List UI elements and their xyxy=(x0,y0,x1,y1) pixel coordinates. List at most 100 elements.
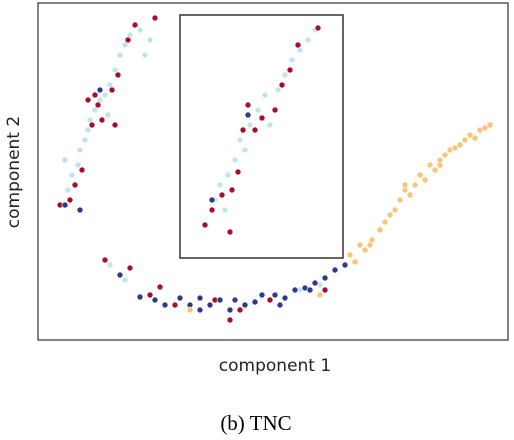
point xyxy=(274,86,282,94)
point xyxy=(376,226,384,234)
point xyxy=(81,136,89,144)
point xyxy=(71,181,79,189)
point xyxy=(108,86,116,94)
point xyxy=(116,271,124,279)
point xyxy=(321,286,329,294)
point xyxy=(66,196,74,204)
point xyxy=(84,126,92,134)
point xyxy=(206,301,214,309)
point xyxy=(201,221,209,229)
point xyxy=(456,141,464,149)
point xyxy=(141,51,149,59)
point xyxy=(218,191,226,199)
point xyxy=(351,258,359,266)
point xyxy=(291,286,299,294)
point xyxy=(216,296,224,304)
point xyxy=(88,121,96,129)
point xyxy=(131,21,139,29)
point xyxy=(276,301,284,309)
point xyxy=(286,66,294,74)
point xyxy=(436,161,444,169)
point xyxy=(171,301,179,309)
point xyxy=(241,301,249,309)
point xyxy=(91,91,99,99)
point xyxy=(239,126,247,134)
point xyxy=(294,41,302,49)
point xyxy=(98,116,106,124)
point xyxy=(146,291,154,299)
point xyxy=(61,156,69,164)
point xyxy=(226,228,234,236)
point xyxy=(258,114,266,122)
point xyxy=(94,101,102,109)
point xyxy=(281,294,289,302)
point xyxy=(116,51,124,59)
point xyxy=(76,206,84,214)
point xyxy=(356,241,364,249)
point xyxy=(101,256,109,264)
point xyxy=(74,161,82,169)
point xyxy=(266,296,274,304)
point xyxy=(304,36,312,44)
point xyxy=(288,56,296,64)
point xyxy=(316,291,324,299)
point xyxy=(481,124,489,132)
point xyxy=(306,286,314,294)
point xyxy=(126,264,134,272)
point xyxy=(234,168,242,176)
point xyxy=(251,298,259,306)
point xyxy=(401,181,409,189)
point xyxy=(224,171,232,179)
point xyxy=(281,71,289,79)
point xyxy=(471,134,479,142)
caption: (b) TNC xyxy=(220,411,291,435)
point xyxy=(366,241,374,249)
point xyxy=(226,306,234,314)
point xyxy=(361,246,369,254)
point xyxy=(466,131,474,139)
x-axis-label: component 1 xyxy=(219,356,331,376)
point xyxy=(208,206,216,214)
point xyxy=(386,211,394,219)
point xyxy=(121,276,129,284)
point xyxy=(114,71,122,79)
point xyxy=(244,101,252,109)
point xyxy=(136,293,144,301)
point xyxy=(244,111,252,119)
point xyxy=(156,283,164,291)
point xyxy=(196,306,204,314)
point xyxy=(84,96,92,104)
point xyxy=(64,186,72,194)
point xyxy=(228,186,236,194)
point xyxy=(106,261,114,269)
point xyxy=(381,218,389,226)
point xyxy=(416,171,424,179)
point xyxy=(76,146,84,154)
point xyxy=(461,136,469,144)
point xyxy=(196,294,204,302)
point xyxy=(271,291,279,299)
point xyxy=(161,301,169,309)
point xyxy=(231,156,239,164)
point xyxy=(278,81,286,89)
point xyxy=(246,121,254,129)
point xyxy=(208,196,216,204)
point xyxy=(258,291,266,299)
point xyxy=(341,261,349,269)
point xyxy=(321,274,329,282)
point xyxy=(111,121,119,129)
point xyxy=(391,206,399,214)
point xyxy=(314,24,322,32)
point xyxy=(124,36,132,44)
point xyxy=(311,279,319,287)
point xyxy=(146,36,154,44)
point xyxy=(221,206,229,214)
point xyxy=(421,176,429,184)
zoom-box xyxy=(179,14,344,259)
point xyxy=(441,151,449,159)
point xyxy=(486,121,494,129)
point xyxy=(96,86,104,94)
point xyxy=(78,166,86,174)
point xyxy=(104,111,112,119)
